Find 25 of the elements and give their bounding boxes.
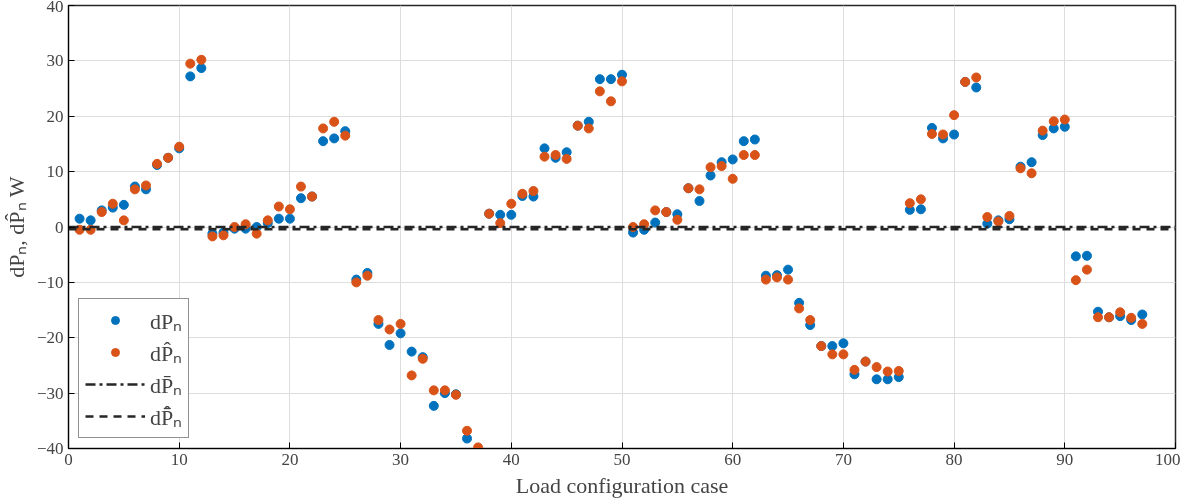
y-tick-label: 20 bbox=[46, 106, 64, 126]
x-tick-label: 80 bbox=[945, 449, 963, 469]
legend-label: dP̄ₙ bbox=[150, 372, 183, 399]
x-tick-label: 20 bbox=[281, 449, 299, 469]
x-tick-label: 70 bbox=[834, 449, 852, 469]
x-tick-label: 10 bbox=[170, 449, 188, 469]
legend-label: dP̂ₙ bbox=[150, 340, 183, 367]
legend-label: dPₙ bbox=[150, 308, 183, 335]
x-tick-label: 60 bbox=[724, 449, 742, 469]
y-tick-label: 40 bbox=[46, 0, 64, 16]
y-tick-label: −30 bbox=[36, 383, 64, 403]
x-axis-title: Load configuration case bbox=[515, 472, 729, 498]
y-tick-label: −40 bbox=[36, 439, 64, 458]
legend-label: dP̂̄ₙ bbox=[150, 404, 183, 431]
x-tick-label: 100 bbox=[1155, 449, 1181, 469]
x-tick-label: 30 bbox=[392, 449, 410, 469]
y-tick-label: 30 bbox=[46, 51, 64, 71]
x-tick-label: 90 bbox=[1056, 449, 1074, 469]
y-tick-label: 0 bbox=[55, 217, 64, 237]
y-tick-label: 10 bbox=[46, 162, 64, 182]
x-tick-label: 40 bbox=[502, 449, 520, 469]
y-tick-label: −10 bbox=[36, 272, 64, 292]
x-tick-label: 50 bbox=[613, 449, 631, 469]
y-axis-title: dPₙ, dP̂ₙ W bbox=[3, 176, 29, 278]
y-tick-label: −20 bbox=[36, 328, 64, 348]
